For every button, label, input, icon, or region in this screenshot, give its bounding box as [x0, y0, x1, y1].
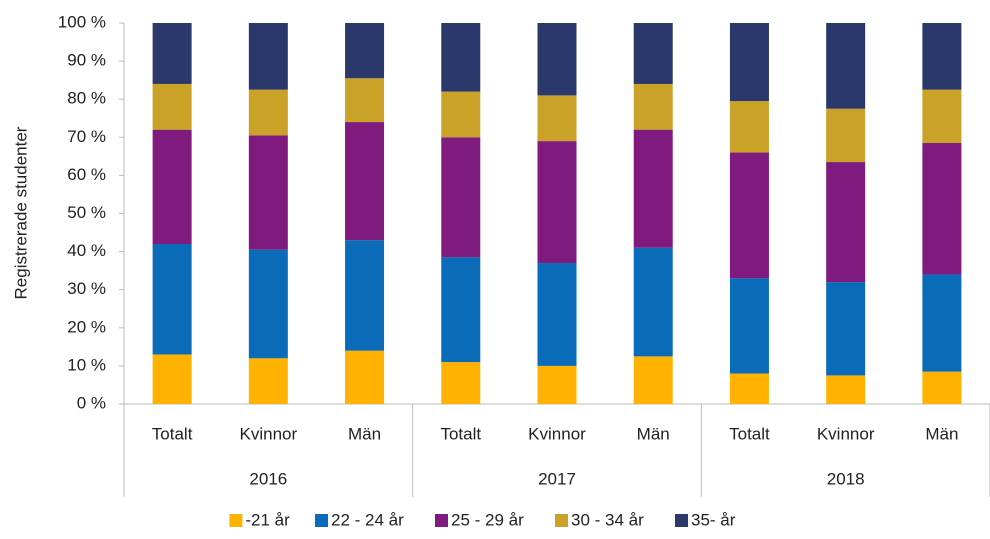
bar-segment [152, 129, 192, 244]
bar-segment [152, 354, 192, 404]
legend-swatch [675, 514, 688, 527]
bar-segment [826, 23, 866, 109]
bar-segment [248, 358, 288, 404]
y-tick-label: 100 % [58, 12, 106, 31]
bar-segment [345, 240, 385, 351]
x-tick-label: Totalt [152, 424, 193, 443]
bar-segment [345, 78, 385, 123]
bar-segment [633, 247, 673, 357]
y-tick-label: 90 % [67, 51, 106, 70]
bar-segment [248, 249, 288, 359]
bar-segment [441, 91, 481, 138]
y-tick-label: 0 % [77, 393, 106, 412]
bar-segment [826, 375, 866, 404]
bar-segment [441, 137, 481, 258]
x-tick-label: Män [348, 424, 381, 443]
bar-segment [826, 282, 866, 376]
legend-swatch [555, 514, 568, 527]
bar-segment [345, 122, 385, 241]
y-tick-label: 50 % [67, 203, 106, 222]
x-tick-label: Män [925, 424, 958, 443]
group-label: 2018 [827, 469, 865, 488]
bar-segment [441, 23, 481, 92]
bar-segment [633, 23, 673, 84]
y-tick-label: 60 % [67, 165, 106, 184]
y-tick-label: 80 % [67, 89, 106, 108]
bar-segment [729, 278, 769, 374]
bar-segment [922, 371, 962, 404]
group-label: 2016 [249, 469, 287, 488]
bar-segment [537, 95, 577, 142]
bar-segment [729, 152, 769, 279]
bar-segment [537, 365, 577, 404]
x-tick-label: Män [637, 424, 670, 443]
bar-segment [152, 83, 192, 130]
bar-segment [152, 243, 192, 355]
legend-label: 25 - 29 år [451, 510, 524, 529]
x-tick-label: Totalt [440, 424, 481, 443]
x-tick-label: Kvinnor [817, 424, 875, 443]
y-tick-label: 70 % [67, 127, 106, 146]
bar-segment [537, 141, 577, 264]
bar-segment [248, 89, 288, 136]
legend-label: 35- år [691, 510, 736, 529]
bar-segment [633, 83, 673, 130]
bar-segment [248, 135, 288, 250]
bar-segment [537, 263, 577, 366]
bar-segment [633, 356, 673, 404]
x-tick-label: Kvinnor [240, 424, 298, 443]
bar-segment [441, 362, 481, 404]
bar-segment [922, 23, 962, 90]
x-tick-label: Kvinnor [528, 424, 586, 443]
bar-segment [922, 143, 962, 275]
y-tick-label: 20 % [67, 317, 106, 336]
x-tick-label: Totalt [729, 424, 770, 443]
legend-label: 22 - 24 år [331, 510, 404, 529]
bar-segment [537, 23, 577, 96]
bar-segment [345, 350, 385, 404]
bar-segment [729, 373, 769, 404]
bar-segment [729, 101, 769, 153]
group-label: 2017 [538, 469, 576, 488]
y-tick-label: 10 % [67, 355, 106, 374]
y-tick-label: 40 % [67, 241, 106, 260]
legend-swatch [315, 514, 328, 527]
legend-label: 30 - 34 år [571, 510, 644, 529]
legend-label: -21 år [245, 510, 290, 529]
bar-segment [826, 162, 866, 283]
y-axis-label: Registrerade studenter [11, 126, 30, 299]
bar-segment [248, 23, 288, 90]
bar-segment [633, 129, 673, 248]
legend-swatch [229, 514, 243, 527]
bar-segment [441, 257, 481, 363]
bar-segment [345, 23, 385, 79]
bar-segment [922, 274, 962, 372]
bar-segment [729, 23, 769, 102]
bar-segment [922, 89, 962, 144]
bar-segment [826, 108, 866, 163]
legend-swatch [435, 514, 448, 527]
y-tick-label: 30 % [67, 279, 106, 298]
bar-segment [152, 23, 192, 84]
